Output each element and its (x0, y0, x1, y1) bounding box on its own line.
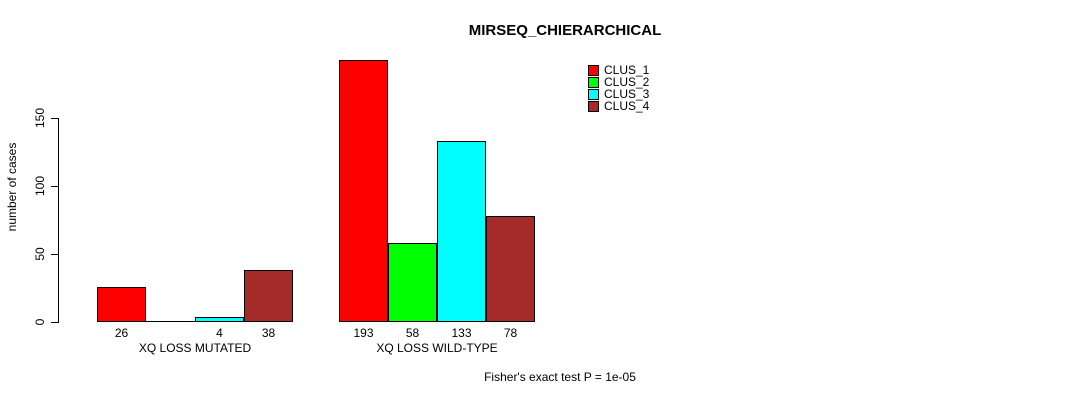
legend-item: CLUS_3 (588, 88, 649, 100)
bar-value-label: 193 (353, 326, 374, 340)
bar-clus_1-group1 (97, 286, 146, 322)
y-axis-tick (51, 185, 58, 187)
bar-value-label: 38 (261, 326, 276, 340)
bar-clus_2-group1 (146, 321, 195, 322)
bar-clus_2-group2 (388, 243, 437, 322)
category-label: XQ LOSS WILD-TYPE (376, 341, 498, 355)
y-axis-tick-label: 0 (33, 318, 47, 326)
y-axis-tick (51, 253, 58, 255)
legend-swatch-clus_4 (588, 100, 599, 112)
legend-swatch-clus_3 (588, 88, 599, 100)
y-axis-tick-label: 50 (33, 247, 47, 261)
legend-label: CLUS_4 (604, 99, 650, 113)
y-axis-tick (51, 117, 58, 119)
bar-clus_4-group2 (486, 215, 535, 322)
bar-clus_3-group2 (437, 141, 486, 322)
bar-value-label: 58 (405, 326, 420, 340)
category-label: XQ LOSS MUTATED (138, 341, 252, 355)
fisher-test-annotation: Fisher's exact test P = 1e-05 (484, 370, 636, 384)
y-axis-tick (51, 321, 58, 323)
legend: CLUS_1 CLUS_2 CLUS_3 CLUS_4 (588, 64, 649, 112)
y-axis-tick-label: 150 (33, 107, 47, 129)
legend-label: CLUS_1 (604, 63, 650, 77)
y-axis-title: number of cases (5, 142, 19, 232)
legend-item: CLUS_2 (588, 76, 649, 88)
bar-clus_1-group2 (339, 59, 388, 322)
legend-label: CLUS_2 (604, 75, 650, 89)
chart-title: MIRSEQ_CHIERARCHICAL (468, 22, 662, 39)
legend-item: CLUS_4 (588, 100, 649, 112)
legend-swatch-clus_1 (588, 64, 599, 76)
y-axis-tick-label: 100 (33, 175, 47, 197)
bar-value-label: 133 (451, 326, 472, 340)
legend-swatch-clus_2 (588, 76, 599, 88)
bar-clus_4-group1 (244, 270, 293, 322)
bar-value-label: 4 (216, 326, 223, 340)
legend-item: CLUS_1 (588, 64, 649, 76)
bar-clus_3-group1 (195, 316, 244, 322)
bar-value-label: 26 (114, 326, 129, 340)
y-axis-line (58, 118, 59, 323)
legend-label: CLUS_3 (604, 87, 650, 101)
bar-value-label: 78 (503, 326, 518, 340)
